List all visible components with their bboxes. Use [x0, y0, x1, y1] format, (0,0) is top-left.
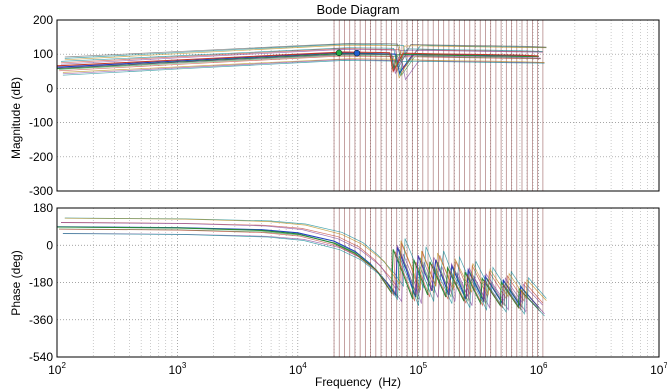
x-tick-label: 105 — [409, 361, 427, 377]
y-tick-label: -100 — [29, 116, 53, 130]
y-tick-label: -200 — [29, 150, 53, 164]
data-series-line — [60, 48, 543, 70]
data-series-line — [56, 51, 539, 73]
data-series-line — [59, 228, 541, 310]
phase-axis-label: Phase (deg) — [9, 250, 23, 315]
magnitude-axis-label: Magnitude (dB) — [9, 77, 23, 159]
data-series-line — [56, 226, 540, 310]
x-tick-label: 103 — [168, 361, 186, 377]
plot-frame — [56, 207, 660, 358]
y-tick-label: 200 — [33, 13, 53, 27]
x-tick-label: 104 — [289, 361, 307, 377]
plot-area — [57, 20, 659, 191]
data-series-line — [59, 55, 541, 72]
y-tick-label: 0 — [46, 238, 53, 252]
data-series-line — [64, 217, 547, 301]
data-series-line — [64, 43, 547, 66]
data-series-line — [59, 54, 541, 77]
data-point-marker — [335, 49, 343, 57]
data-series-line — [64, 44, 547, 61]
data-series-line — [62, 60, 545, 77]
y-tick-label: 0 — [46, 81, 53, 95]
x-tick-label: 107 — [650, 361, 667, 377]
data-point-marker — [353, 49, 361, 57]
y-tick-label: -540 — [29, 350, 53, 364]
data-series-line — [60, 47, 543, 68]
x-tick-label: 102 — [48, 361, 66, 377]
y-tick-label: 180 — [33, 201, 53, 215]
data-series-line — [60, 49, 543, 66]
magnitude-plot: 200 100 0 -100 -200 -300 — [29, 13, 660, 198]
data-series-line — [62, 58, 545, 79]
frequency-axis-label: Frequency (Hz) — [315, 375, 401, 389]
y-tick-label: -360 — [29, 313, 53, 327]
y-tick-label: -180 — [29, 276, 53, 290]
data-series-line — [62, 59, 545, 81]
data-series-line — [62, 233, 545, 317]
data-series-line — [59, 53, 541, 75]
y-tick-label: 100 — [33, 47, 53, 61]
y-tick-label: -300 — [29, 184, 53, 198]
x-tick-label: 106 — [530, 361, 548, 377]
plot-frame — [56, 19, 660, 192]
chart-title: Bode Diagram — [316, 2, 399, 17]
data-series-line — [64, 42, 547, 64]
data-series-line — [59, 228, 541, 312]
data-series-line — [60, 222, 543, 306]
